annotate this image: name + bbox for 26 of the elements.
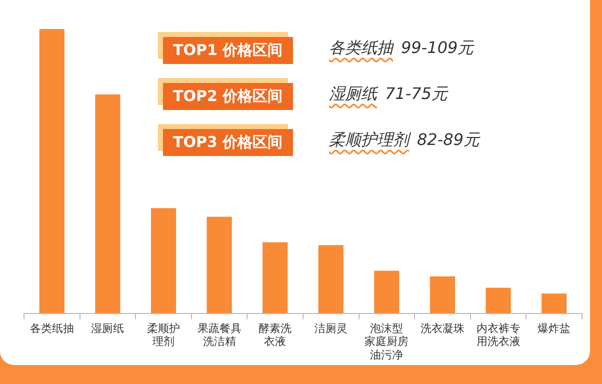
bar <box>39 29 64 314</box>
x-tick-label: 酵素洗衣液 <box>258 322 292 348</box>
annotation: TOP2 价格区间 <box>173 87 283 105</box>
bar <box>95 94 120 314</box>
annotation: 各类纸抽 99-109元 <box>329 38 474 57</box>
annotation: 湿厕纸 71-75元 <box>329 84 448 103</box>
bar <box>486 288 511 314</box>
x-tick-label: 泡沫型家庭厨房油污净 <box>364 322 409 362</box>
bar <box>430 276 456 314</box>
bar <box>318 245 344 314</box>
annotation: TOP3 价格区间 <box>173 133 283 151</box>
x-tick-label: 洁厕灵 <box>314 322 348 335</box>
x-tick-label: 湿厕纸 <box>91 322 124 335</box>
x-tick-label: 各类纸抽 <box>30 322 74 335</box>
x-tick-label: 爆炸盐 <box>538 322 571 335</box>
bar <box>542 293 567 314</box>
x-tick-label: 洗衣凝珠 <box>420 322 464 335</box>
x-tick-label: 果蔬餐具洗洁精 <box>197 322 242 348</box>
annotation: TOP1 价格区间 <box>173 41 283 59</box>
bar <box>206 216 232 314</box>
annotation: 柔顺护理剂 82-89元 <box>329 130 480 149</box>
x-tick-label: 柔顺护理剂 <box>147 322 180 348</box>
bar <box>374 270 400 314</box>
x-tick-label: 内衣裤专用洗衣液 <box>476 322 520 348</box>
bar <box>150 208 176 314</box>
bar <box>262 242 288 314</box>
